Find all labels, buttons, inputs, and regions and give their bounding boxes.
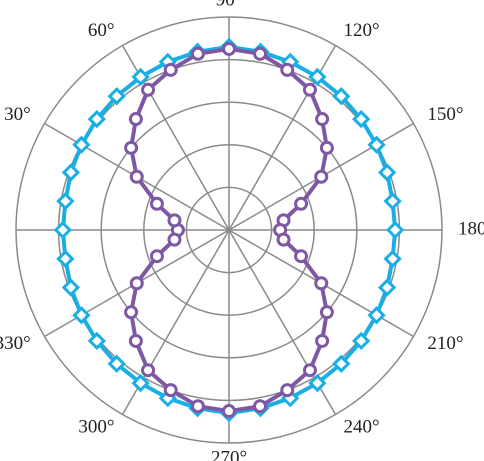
angle-label: 150° (427, 104, 463, 125)
marker (190, 399, 205, 414)
marker (314, 276, 329, 291)
marker (61, 163, 80, 182)
marker (124, 305, 139, 320)
marker (386, 220, 405, 240)
marker (124, 140, 139, 155)
angle-label: 300° (78, 417, 114, 438)
marker (107, 87, 126, 106)
marker (53, 220, 72, 240)
marker (383, 192, 402, 211)
angle-label: 330° (0, 333, 31, 354)
marker (253, 399, 268, 414)
marker (128, 333, 143, 348)
marker (378, 278, 397, 297)
marker (190, 46, 205, 61)
marker (315, 333, 330, 348)
marker (352, 331, 371, 351)
marker (332, 354, 351, 373)
marker (72, 135, 91, 154)
marker (294, 196, 309, 211)
marker (149, 249, 164, 264)
angle-label: 240° (344, 417, 380, 438)
marker (167, 213, 182, 228)
marker (302, 363, 317, 378)
marker (131, 373, 150, 393)
marker (294, 249, 309, 264)
marker (280, 62, 295, 77)
marker (167, 232, 182, 247)
marker (129, 169, 144, 184)
marker (87, 109, 106, 129)
angle-label: 60° (88, 20, 115, 41)
marker (141, 82, 156, 97)
marker (280, 383, 295, 398)
angle-label: 180° (458, 218, 484, 239)
marker (314, 169, 329, 184)
marker (141, 363, 156, 378)
marker (72, 306, 91, 325)
marker (87, 331, 106, 351)
marker (367, 135, 386, 154)
marker (128, 112, 143, 127)
marker (253, 46, 268, 61)
marker (319, 305, 334, 320)
angle-label: 120° (344, 20, 380, 41)
marker (383, 249, 402, 268)
marker (107, 354, 126, 373)
angle-label: 210° (427, 333, 463, 354)
marker (367, 306, 386, 325)
marker (276, 232, 291, 247)
marker (129, 276, 144, 291)
marker (131, 67, 150, 87)
marker (378, 163, 397, 182)
marker (332, 87, 351, 106)
angle-label: 30° (4, 104, 31, 125)
marker (56, 249, 75, 268)
angle-label: 90° (216, 0, 243, 10)
marker (163, 62, 178, 77)
marker (222, 41, 236, 56)
marker (308, 67, 327, 87)
marker (308, 373, 327, 393)
marker (222, 404, 236, 419)
marker (319, 140, 334, 155)
marker (163, 383, 178, 398)
angle-label: 270° (211, 447, 247, 461)
marker (56, 192, 75, 211)
marker (149, 196, 164, 211)
marker (315, 112, 330, 127)
marker (61, 278, 80, 297)
marker (352, 109, 371, 129)
marker (302, 82, 317, 97)
